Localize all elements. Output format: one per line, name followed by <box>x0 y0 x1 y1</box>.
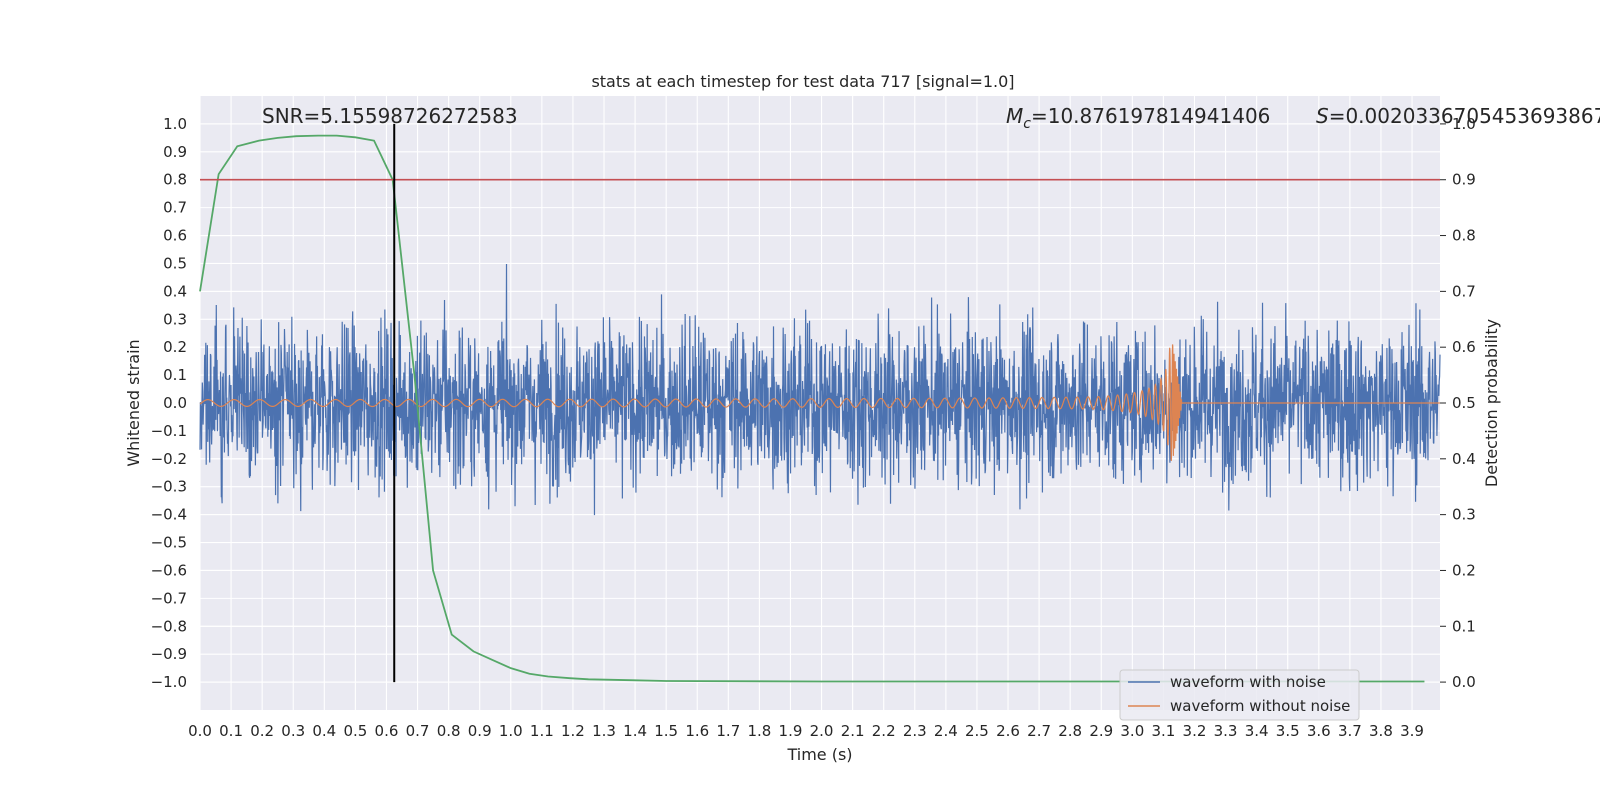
x-tick-label: 0.4 <box>312 722 336 740</box>
legend-box <box>1119 669 1360 721</box>
x-tick-label: 0.1 <box>219 722 243 740</box>
x-tick-label: 2.2 <box>872 722 896 740</box>
legend: waveform with noise waveform without noi… <box>1119 669 1360 721</box>
chirp-mass-subscript: c <box>1023 116 1031 132</box>
x-tick-label: 2.4 <box>934 722 958 740</box>
x-tick-label: 0.0 <box>188 722 212 740</box>
x-tick-label: 0.5 <box>343 722 367 740</box>
x-tick-label: 1.9 <box>779 722 803 740</box>
x-tick-label: 0.2 <box>250 722 274 740</box>
left-y-tick-label: 0.1 <box>163 366 187 384</box>
x-tick-label: 3.2 <box>1183 722 1207 740</box>
left-y-tick-label: 0.5 <box>163 254 187 272</box>
left-y-axis-ticks: 1.0 0.9 0.8 0.7 0.6 0.5 0.4 0.3 0.2 0.1 0.0 −0.1 −0.… <box>151 115 187 691</box>
legend-label-noisy: waveform with noise <box>1170 673 1326 691</box>
left-y-tick-label: −0.9 <box>151 645 187 663</box>
probability-line <box>199 134 1425 683</box>
left-y-tick-label: −0.3 <box>151 478 187 496</box>
right-y-tick-label: 0.8 <box>1452 227 1476 245</box>
x-tick-label: 3.5 <box>1276 722 1300 740</box>
chart-title: stats at each timestep for test data 717… <box>591 72 1014 91</box>
s-symbol: S <box>1316 104 1329 128</box>
x-tick-label: 1.4 <box>623 722 647 740</box>
x-axis-ticks: 0.0 0.1 0.2 0.3 0.4 0.5 0.6 0.7 0.8 0.9 1.0 1.1 1.2 1… <box>188 722 1424 740</box>
left-y-tick-label: 0.2 <box>163 338 187 356</box>
x-tick-label: 2.6 <box>996 722 1020 740</box>
x-tick-label: 3.6 <box>1307 722 1331 740</box>
x-tick-label: 3.9 <box>1400 722 1424 740</box>
left-y-tick-label: 0.3 <box>163 310 187 328</box>
right-y-tick-label: 0.1 <box>1452 617 1476 635</box>
left-y-tick-label: 1.0 <box>163 115 187 133</box>
right-y-tick-label: 0.7 <box>1452 282 1476 300</box>
left-y-tick-label: −0.5 <box>151 534 187 552</box>
s-value: =0.0020336705453693867 <box>1329 104 1600 128</box>
snr-annotation: SNR=5.15598726272583 <box>262 104 518 128</box>
left-y-tick-label: −1.0 <box>151 673 187 691</box>
x-tick-label: 1.6 <box>685 722 709 740</box>
x-tick-label: 3.3 <box>1214 722 1238 740</box>
left-y-tick-label: −0.8 <box>151 617 187 635</box>
x-tick-label: 1.8 <box>747 722 771 740</box>
x-tick-label: 0.6 <box>375 722 399 740</box>
x-tick-label: 3.7 <box>1338 722 1362 740</box>
x-tick-label: 0.7 <box>406 722 430 740</box>
x-tick-label: 1.1 <box>530 722 554 740</box>
x-tick-label: 3.4 <box>1245 722 1269 740</box>
x-tick-label: 2.5 <box>965 722 989 740</box>
noisy-waveform-series <box>199 264 1441 516</box>
noisy-waveform-line <box>199 264 1441 516</box>
right-y-tick-label: 0.3 <box>1452 506 1476 524</box>
x-tick-label: 3.8 <box>1369 722 1393 740</box>
right-y-tick-label: 0.6 <box>1452 338 1476 356</box>
left-y-tick-label: −0.6 <box>151 561 187 579</box>
right-y-tick-label: 0.0 <box>1452 673 1476 691</box>
left-y-tick-label: 0.8 <box>163 171 187 189</box>
x-tick-label: 2.3 <box>903 722 927 740</box>
right-y-tick-label: 0.4 <box>1452 450 1476 468</box>
left-y-tick-label: 0.7 <box>163 199 187 217</box>
chirp-mass-annotation: Mc=10.876197814941406 <box>1006 104 1270 132</box>
legend-label-clean: waveform without noise <box>1170 697 1350 715</box>
x-tick-label: 0.8 <box>437 722 461 740</box>
x-tick-label: 1.0 <box>499 722 523 740</box>
s-annotation: S=0.0020336705453693867 <box>1316 104 1600 128</box>
left-y-tick-label: −0.4 <box>151 506 187 524</box>
x-tick-label: 1.3 <box>592 722 616 740</box>
x-tick-label: 2.8 <box>1058 722 1082 740</box>
x-tick-label: 1.7 <box>716 722 740 740</box>
x-tick-label: 3.0 <box>1120 722 1144 740</box>
x-tick-label: 2.1 <box>841 722 865 740</box>
x-tick-label: 0.3 <box>281 722 305 740</box>
x-tick-label: 1.5 <box>654 722 678 740</box>
x-tick-label: 0.9 <box>468 722 492 740</box>
probability-series <box>199 123 1440 683</box>
x-tick-label: 1.2 <box>561 722 585 740</box>
left-y-axis-label: Whitened strain <box>124 339 143 466</box>
right-y-tick-label: 0.9 <box>1452 171 1476 189</box>
left-y-tick-label: −0.2 <box>151 450 187 468</box>
chirp-mass-symbol: M <box>1006 104 1023 128</box>
x-tick-label: 2.0 <box>810 722 834 740</box>
left-y-tick-label: 0.6 <box>163 227 187 245</box>
x-axis-label: Time (s) <box>786 745 852 764</box>
right-y-tick-label: 0.2 <box>1452 561 1476 579</box>
chirp-mass-value: =10.876197814941406 <box>1031 104 1270 128</box>
left-y-tick-label: −0.7 <box>151 589 187 607</box>
right-y-axis-label: Detection probability <box>1482 319 1501 487</box>
clean-waveform-series <box>199 344 1440 461</box>
x-tick-label: 2.9 <box>1089 722 1113 740</box>
left-y-tick-label: 0.0 <box>163 394 187 412</box>
right-y-tick-label: 1.0 <box>1452 115 1476 133</box>
right-y-axis-ticks: 1.0 0.9 0.8 0.7 0.6 0.5 0.4 0.3 0.2 0.1 0.0 <box>1440 115 1476 691</box>
x-tick-label: 3.1 <box>1151 722 1175 740</box>
right-y-tick-label: 0.5 <box>1452 394 1476 412</box>
clean-waveform-line <box>199 344 1440 461</box>
left-y-tick-label: 0.9 <box>163 143 187 161</box>
left-y-tick-label: −0.1 <box>151 422 187 440</box>
left-y-tick-label: 0.4 <box>163 282 187 300</box>
x-tick-label: 2.7 <box>1027 722 1051 740</box>
